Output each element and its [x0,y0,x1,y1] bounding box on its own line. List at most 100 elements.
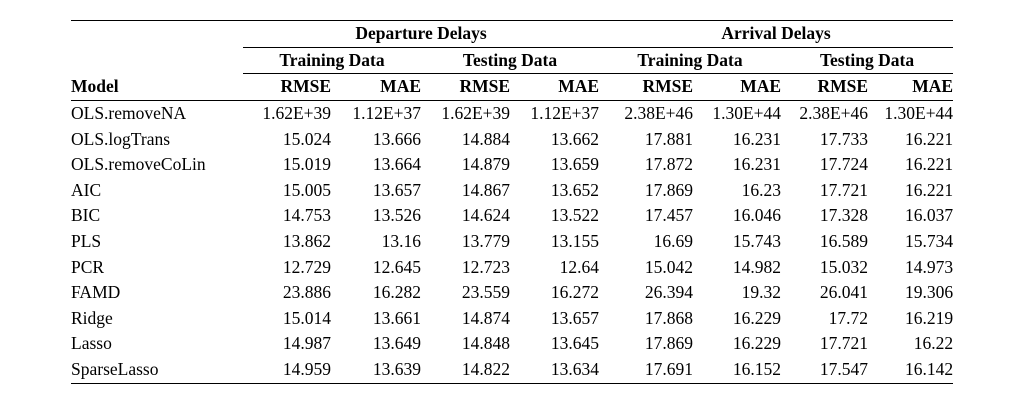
metric-value-cell: 23.559 [461,282,510,303]
metric-value-cell: 17.721 [819,179,869,200]
metric-value-cell: 14.822 [421,356,510,384]
table-row: OLS.removeCoLin 15.019 13.664 14.879 13.659 1… [71,152,953,178]
metric-value-cell: 16.152 [693,356,782,384]
table-row: Lasso 14.987 13.649 14.848 13.645 17.869 16.22… [71,331,953,357]
metric-header: RMSE [243,73,331,101]
metric-value-cell: 15.743 [732,231,782,252]
metric-value-cell: 12.64 [559,256,600,277]
metric-header: MAE [868,73,954,101]
metric-value-cell: 17.457 [644,205,694,226]
group-header-spacer [71,21,243,48]
metric-value-cell: 13.645 [550,333,600,354]
metric-value-cell: 26.394 [644,282,694,303]
subgroup-header-spacer [71,47,243,74]
metric-value-cell: 17.72 [828,307,869,328]
metric-value-cell: 12.723 [461,256,510,277]
metric-value-cell: 13.657 [372,179,421,200]
metric-value-cell: 23.886 [282,282,331,303]
metric-value-cell: 15.032 [819,256,869,277]
metric-value-cell: 14.867 [461,179,510,200]
metric-value-cell: 14.982 [732,256,782,277]
metric-value-cell: 13.779 [461,231,510,252]
model-name-cell: OLS.removeCoLin [71,154,206,175]
group-header-departure: Departure Delays [243,20,600,48]
metric-value-cell: 16.221 [904,179,954,200]
metric-value-cell: 16.229 [732,333,782,354]
metric-value-cell: 13.662 [550,128,600,149]
metric-value-cell: 14.753 [282,205,331,226]
metric-value-cell: 17.881 [644,128,694,149]
metric-value-cell: 17.869 [644,179,694,200]
metric-value-cell: 17.869 [644,333,694,354]
metric-value-cell: 1.30E+44 [884,103,954,124]
metric-value-cell: 26.041 [819,282,869,303]
metric-value-cell: 16.69 [653,231,694,252]
metric-value-cell: 17.547 [781,356,869,384]
table-row: SparseLasso 14.959 13.639 14.822 13.634 17.69… [71,356,954,384]
metric-value-cell: 16.272 [550,282,600,303]
metric-value-cell: 15.019 [282,154,331,175]
metric-value-cell: 13.649 [372,333,421,354]
table-row: AIC 15.005 13.657 14.867 13.652 17.869 16.23 17… [71,178,953,204]
metric-value-cell: 1.12E+37 [352,103,421,124]
model-name-cell: Lasso [71,333,112,354]
subgroup-header-arrival-testing: Testing Data [781,47,954,74]
metric-value-cell: 13.661 [372,307,421,328]
results-table: Departure Delays Arrival Delays Training… [71,20,954,384]
metric-value-cell: 14.987 [282,333,331,354]
metric-value-cell: 14.884 [461,128,510,149]
model-name-cell: OLS.removeNA [71,103,187,124]
table-row: OLS.logTrans 15.024 13.666 14.884 13.662 17.8… [71,127,953,153]
metric-value-cell: 12.645 [372,256,421,277]
metric-value-cell: 19.306 [904,282,954,303]
model-column-header: Model [71,73,243,101]
table-row: Ridge 15.014 13.661 14.874 13.657 17.868 16.22… [71,306,953,332]
metric-value-cell: 17.733 [819,128,869,149]
group-header-arrival: Arrival Delays [599,20,954,48]
metric-value-cell: 13.16 [381,231,421,252]
metric-value-cell: 1.30E+44 [712,103,782,124]
model-name-cell: BIC [71,205,101,226]
metric-value-cell: 16.046 [732,205,782,226]
model-name-cell: OLS.logTrans [71,128,171,149]
metric-value-cell: 16.229 [732,307,782,328]
metric-header-row: Model RMSE MAE RMSE MAE RMSE MAE RMSE MA… [71,73,954,101]
metric-header: MAE [693,73,782,101]
metric-value-cell: 13.634 [510,356,600,384]
table-row: BIC 14.753 13.526 14.624 13.522 17.457 16.046 1… [71,203,953,229]
metric-value-cell: 16.221 [904,154,954,175]
subgroup-header-arrival-training: Training Data [599,47,782,74]
metric-value-cell: 14.959 [243,356,331,384]
metric-value-cell: 13.862 [282,231,331,252]
metric-value-cell: 2.38E+46 [799,103,869,124]
metric-value-cell: 14.848 [461,333,510,354]
metric-value-cell: 1.12E+37 [530,103,600,124]
metric-value-cell: 17.868 [644,307,694,328]
metric-value-cell: 13.659 [550,154,600,175]
metric-value-cell: 17.691 [599,356,694,384]
metric-value-cell: 15.024 [282,128,331,149]
model-name-cell: SparseLasso [71,356,243,384]
metric-value-cell: 12.729 [282,256,331,277]
metric-value-cell: 16.231 [732,128,782,149]
metric-value-cell: 13.155 [550,231,600,252]
metric-value-cell: 15.042 [644,256,694,277]
metric-value-cell: 17.328 [819,205,869,226]
metric-value-cell: 17.724 [819,154,869,175]
model-name-cell: PCR [71,256,105,277]
metric-value-cell: 17.721 [819,333,869,354]
table-row: FAMD 23.886 16.282 23.559 16.272 26.394 19.32 2… [71,280,953,306]
table-row: PLS 13.862 13.16 13.779 13.155 16.69 15.743 16.… [71,229,953,255]
metric-value-cell: 13.664 [372,154,421,175]
metric-header: RMSE [599,73,694,101]
table-row: OLS.removeNA 1.62E+39 1.12E+37 1.62E+39 1.12… [71,101,953,127]
metric-value-cell: 16.23 [741,179,782,200]
metric-value-cell: 16.142 [868,356,954,384]
metric-value-cell: 16.231 [732,154,782,175]
metric-value-cell: 13.657 [550,307,600,328]
metric-value-cell: 16.589 [819,231,869,252]
metric-value-cell: 1.62E+39 [441,103,510,124]
metric-value-cell: 16.282 [372,282,421,303]
model-name-cell: AIC [71,179,102,200]
metric-header: MAE [510,73,600,101]
